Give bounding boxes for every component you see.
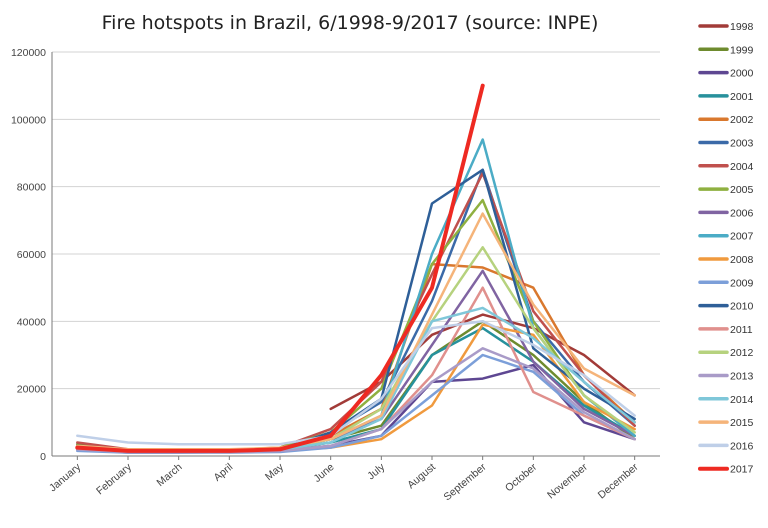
x-tick-label: June bbox=[311, 461, 336, 485]
legend-label: 1999 bbox=[730, 44, 754, 56]
legend-label: 2000 bbox=[730, 68, 754, 80]
series-lines bbox=[75, 83, 636, 454]
legend-label: 2002 bbox=[730, 114, 754, 126]
y-tick-label: 100000 bbox=[11, 114, 46, 126]
y-tick-label: 20000 bbox=[17, 384, 46, 396]
y-tick-label: 120000 bbox=[11, 47, 46, 59]
legend-label: 2007 bbox=[730, 231, 754, 243]
series-line-2015 bbox=[76, 212, 636, 451]
x-tick-label: October bbox=[503, 461, 540, 495]
y-tick-label: 0 bbox=[40, 451, 46, 463]
gridlines bbox=[52, 51, 660, 457]
chart-title: Fire hotspots in Brazil, 6/1998-9/2017 (… bbox=[101, 12, 599, 34]
legend-label: 2006 bbox=[730, 207, 754, 219]
legend: 1998 1999 2000 2001 2002 2003 2004 2005 2006 2007… bbox=[698, 21, 754, 476]
legend-label: 2012 bbox=[730, 347, 754, 359]
y-tick-label: 80000 bbox=[17, 182, 46, 194]
series-line-2003 bbox=[76, 168, 636, 453]
legend-label: 2017 bbox=[730, 464, 754, 476]
x-tick-label: March bbox=[155, 461, 185, 489]
x-tick-label: April bbox=[211, 461, 235, 484]
y-tick-label: 40000 bbox=[17, 316, 46, 328]
series-line-2016 bbox=[76, 320, 636, 446]
legend-label: 2016 bbox=[730, 440, 754, 452]
legend-label: 2009 bbox=[730, 277, 754, 289]
x-tick-label: December bbox=[596, 461, 641, 502]
y-axis: 0 20000 40000 60000 80000 100000 120000 bbox=[11, 47, 53, 463]
x-axis: January February March April May June July Augu… bbox=[47, 456, 641, 503]
x-tick-label: July bbox=[365, 461, 388, 483]
series-line-2017 bbox=[75, 83, 485, 453]
legend-label: 2014 bbox=[730, 394, 754, 406]
legend-label: 2010 bbox=[730, 301, 754, 313]
x-tick-label: January bbox=[47, 461, 84, 495]
series-line-2010 bbox=[76, 168, 636, 453]
legend-label: 2003 bbox=[730, 138, 754, 150]
legend-label: 2005 bbox=[730, 184, 754, 196]
y-tick-label: 60000 bbox=[17, 249, 46, 261]
legend-label: 2011 bbox=[730, 324, 753, 336]
x-tick-label: November bbox=[545, 461, 590, 502]
legend-label: 2001 bbox=[730, 91, 754, 103]
x-tick-label: September bbox=[442, 461, 489, 504]
legend-label: 2008 bbox=[730, 254, 754, 266]
legend-label: 1998 bbox=[730, 21, 754, 33]
legend-label: 2015 bbox=[730, 417, 754, 429]
legend-label: 2013 bbox=[730, 371, 754, 383]
legend-label: 2004 bbox=[730, 161, 754, 173]
x-tick-label: February bbox=[94, 461, 134, 498]
x-tick-label: August bbox=[405, 461, 438, 491]
x-tick-label: May bbox=[263, 461, 286, 483]
